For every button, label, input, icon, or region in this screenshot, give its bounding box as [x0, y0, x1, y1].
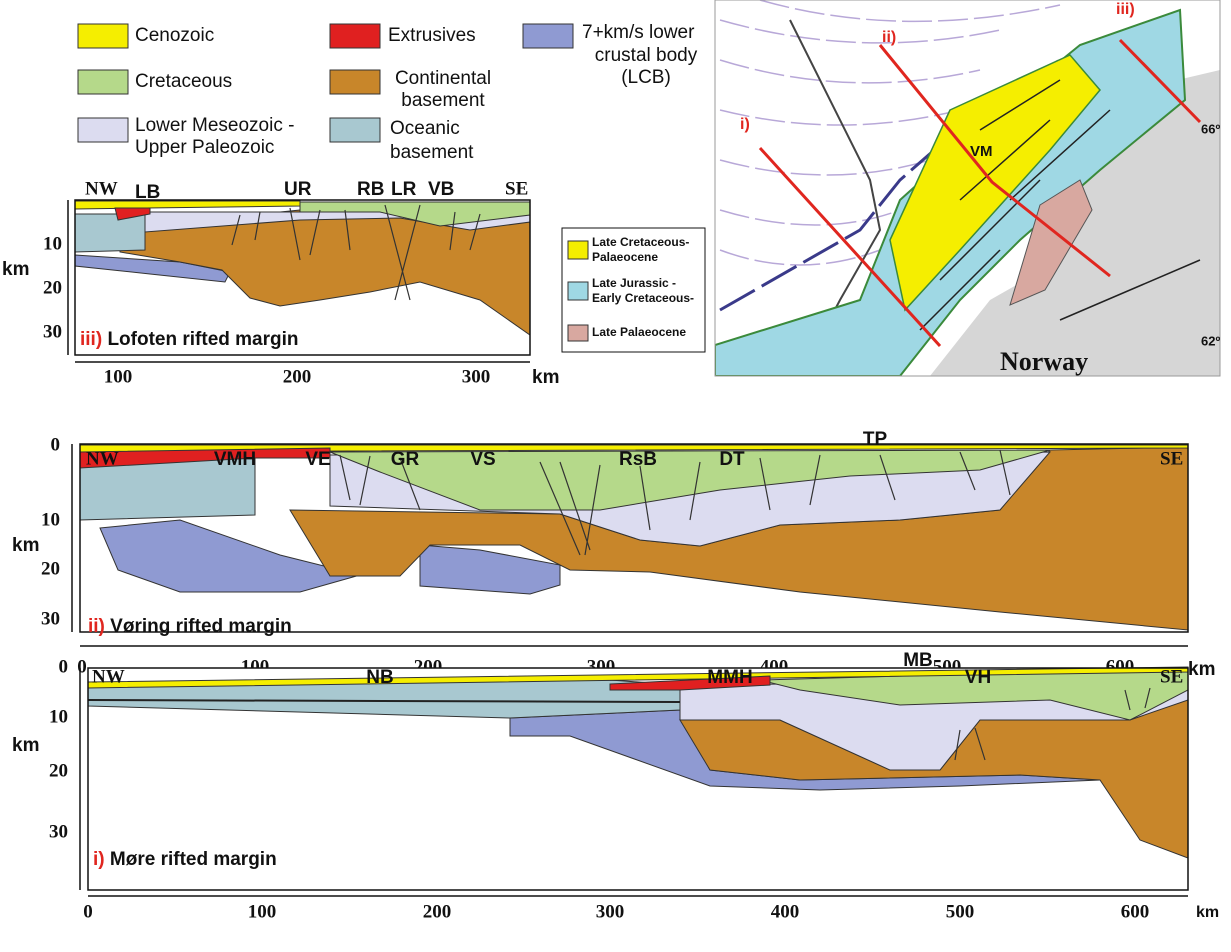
- section-end-label: SE: [505, 178, 528, 199]
- map-legend-label: Late Jurassic -: [592, 276, 676, 290]
- latitude-label: 66º: [1201, 121, 1220, 136]
- y-tick-label: 30: [41, 608, 60, 629]
- feature-label: LR: [391, 179, 417, 200]
- y-tick-label: 10: [43, 233, 62, 254]
- section-title: ii) Vøring rifted margin: [88, 616, 292, 637]
- feature-label: DT: [719, 449, 745, 470]
- x-tick-label: 400: [771, 901, 800, 922]
- latitude-label: 62º: [1201, 333, 1220, 348]
- section-end-label: NW: [85, 178, 118, 199]
- x-tick-label: 0: [77, 656, 87, 677]
- map-legend-label: Early Cretaceous-: [592, 291, 694, 305]
- feature-label: RsB: [619, 449, 657, 470]
- feature-label: LB: [135, 182, 160, 203]
- legend: Cenozoic Extrusives 7+km/s lower crustal…: [78, 22, 698, 163]
- map-legend: Late Cretaceous- Palaeocene Late Jurassi…: [562, 228, 705, 352]
- map-label: Norway: [1000, 347, 1088, 376]
- map-label: VM: [970, 143, 993, 160]
- feature-label: TP: [863, 429, 888, 450]
- feature-label: NB: [366, 667, 393, 688]
- map-legend-label: Palaeocene: [592, 250, 658, 264]
- legend-label: Cenozoic: [135, 25, 214, 46]
- section-voring: NW VMH VE GR VS RsB DT TP SE 0 10 20 30 …: [12, 429, 1215, 680]
- y-tick-label: 10: [41, 509, 60, 530]
- map-legend-label: Late Cretaceous-: [592, 235, 689, 249]
- x-tick-label: 200: [423, 901, 452, 922]
- y-unit: km: [12, 735, 39, 756]
- section-more: NW NB MMH MB VH SE 0 10 20 30 km 0 100 2…: [12, 650, 1219, 922]
- section-title: iii) Lofoten rifted margin: [80, 329, 299, 350]
- section-end-label: SE: [1160, 666, 1183, 687]
- profile-label: ii): [882, 29, 896, 46]
- section-end-label: NW: [92, 666, 125, 687]
- map: i) ii) iii) VM Norway 66º 62º: [715, 0, 1220, 376]
- legend-label: Cretaceous: [135, 71, 232, 92]
- y-tick-label: 10: [49, 706, 68, 727]
- x-tick-label: 100: [248, 901, 277, 922]
- y-tick-label: 30: [43, 321, 62, 342]
- y-tick-label: 0: [51, 434, 61, 455]
- feature-label: RB: [357, 179, 384, 200]
- y-unit: km: [12, 535, 39, 556]
- map-legend-label: Late Palaeocene: [592, 325, 686, 339]
- feature-label: VS: [470, 449, 495, 470]
- section-title: i) Møre rifted margin: [93, 849, 277, 870]
- feature-label: VMH: [214, 449, 256, 470]
- feature-label: VE: [305, 449, 330, 470]
- x-tick-label: 0: [83, 901, 93, 922]
- legend-label: basement: [401, 90, 485, 111]
- feature-label: UR: [284, 179, 312, 200]
- section-lofoten: NW LB UR RB LR VB SE 10 20 30 km 100 200…: [2, 178, 559, 388]
- legend-label: Upper Paleozoic: [135, 137, 274, 158]
- feature-label: GR: [391, 449, 420, 470]
- figure: Cenozoic Extrusives 7+km/s lower crustal…: [0, 0, 1231, 952]
- y-tick-label: 20: [43, 277, 62, 298]
- legend-label: (LCB): [621, 67, 671, 88]
- x-tick-label: 300: [596, 901, 625, 922]
- x-tick-label: 200: [283, 366, 312, 387]
- feature-label: MB: [903, 650, 933, 671]
- x-tick-label: 500: [946, 901, 975, 922]
- x-unit: km: [532, 367, 559, 388]
- legend-label: Extrusives: [388, 25, 476, 46]
- y-unit: km: [2, 259, 29, 280]
- x-tick-label: 300: [462, 366, 491, 387]
- x-unit: km: [1188, 659, 1215, 680]
- x-unit: km: [1196, 904, 1219, 921]
- y-tick-label: 20: [41, 558, 60, 579]
- profile-label: i): [740, 116, 750, 133]
- feature-label: VB: [428, 179, 454, 200]
- y-tick-label: 0: [59, 656, 69, 677]
- section-end-label: NW: [86, 448, 119, 469]
- section-end-label: SE: [1160, 448, 1183, 469]
- profile-label: iii): [1116, 1, 1135, 18]
- legend-label: Lower Meseozoic -: [135, 115, 294, 136]
- x-tick-label: 100: [104, 366, 133, 387]
- y-tick-label: 30: [49, 821, 68, 842]
- y-tick-label: 20: [49, 760, 68, 781]
- feature-label: VH: [965, 667, 991, 688]
- legend-label: Oceanic: [390, 118, 460, 139]
- x-tick-label: 600: [1121, 901, 1150, 922]
- legend-label: crustal body: [595, 45, 698, 66]
- legend-label: basement: [390, 142, 474, 163]
- legend-label: 7+km/s lower: [582, 22, 695, 43]
- feature-label: MMH: [707, 667, 752, 688]
- legend-label: Continental: [395, 68, 491, 89]
